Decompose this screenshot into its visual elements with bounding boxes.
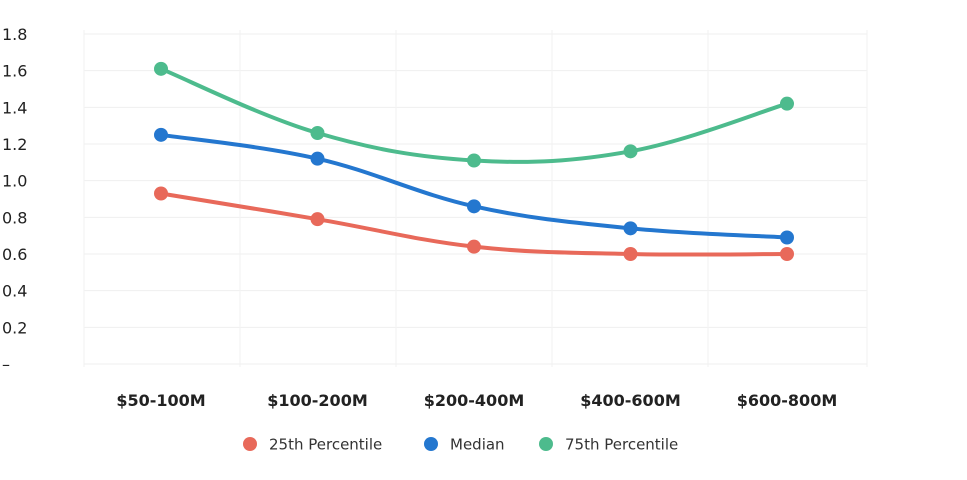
- x-tick-label: $200-400M: [424, 391, 525, 410]
- x-tick-label: $600-800M: [737, 391, 838, 410]
- legend-marker: [424, 437, 438, 451]
- legend-marker: [539, 437, 553, 451]
- y-tick-label: –: [2, 355, 10, 374]
- data-point[interactable]: [467, 239, 481, 254]
- x-tick-label: $400-600M: [580, 391, 681, 410]
- y-tick-label: 1.4: [2, 98, 27, 117]
- data-point[interactable]: [467, 153, 481, 168]
- y-tick-label: 1.6: [2, 62, 27, 81]
- data-point[interactable]: [310, 212, 325, 227]
- data-point[interactable]: [154, 127, 168, 142]
- x-tick-label: $50-100M: [116, 391, 205, 410]
- legend-label[interactable]: Median: [450, 436, 505, 454]
- data-point[interactable]: [623, 221, 638, 236]
- x-axis: $50-100M $100-200M $200-400M $400-600M $600-…: [116, 391, 837, 410]
- y-tick-label: 0.4: [2, 282, 27, 301]
- data-point[interactable]: [780, 230, 794, 245]
- y-tick-label: 0.6: [2, 245, 27, 264]
- y-axis: – 0.2 0.4 0.6 0.8 1.0 1.2 1.4 1.6 1.8: [2, 25, 27, 374]
- y-tick-label: 1.0: [2, 172, 27, 191]
- legend-label[interactable]: 75th Percentile: [565, 436, 678, 454]
- plot-area: [84, 30, 867, 367]
- grid: [83, 30, 868, 367]
- data-point[interactable]: [310, 151, 325, 166]
- legend-marker: [243, 437, 257, 451]
- data-point[interactable]: [623, 247, 638, 261]
- x-tick-label: $100-200M: [267, 391, 368, 410]
- data-point[interactable]: [623, 144, 638, 159]
- data-point[interactable]: [154, 61, 168, 76]
- series-points: [154, 61, 794, 261]
- data-point[interactable]: [467, 199, 481, 214]
- y-tick-label: 0.8: [2, 208, 27, 227]
- y-tick-label: 1.8: [2, 25, 27, 44]
- legend-label[interactable]: 25th Percentile: [269, 436, 382, 454]
- data-point[interactable]: [310, 126, 325, 140]
- y-tick-label: 0.2: [2, 318, 27, 337]
- legend: 25th Percentile Median 75th Percentile: [243, 436, 678, 454]
- data-point[interactable]: [780, 96, 794, 111]
- data-point[interactable]: [154, 186, 168, 201]
- y-tick-label: 1.2: [2, 135, 27, 154]
- data-point[interactable]: [780, 247, 794, 261]
